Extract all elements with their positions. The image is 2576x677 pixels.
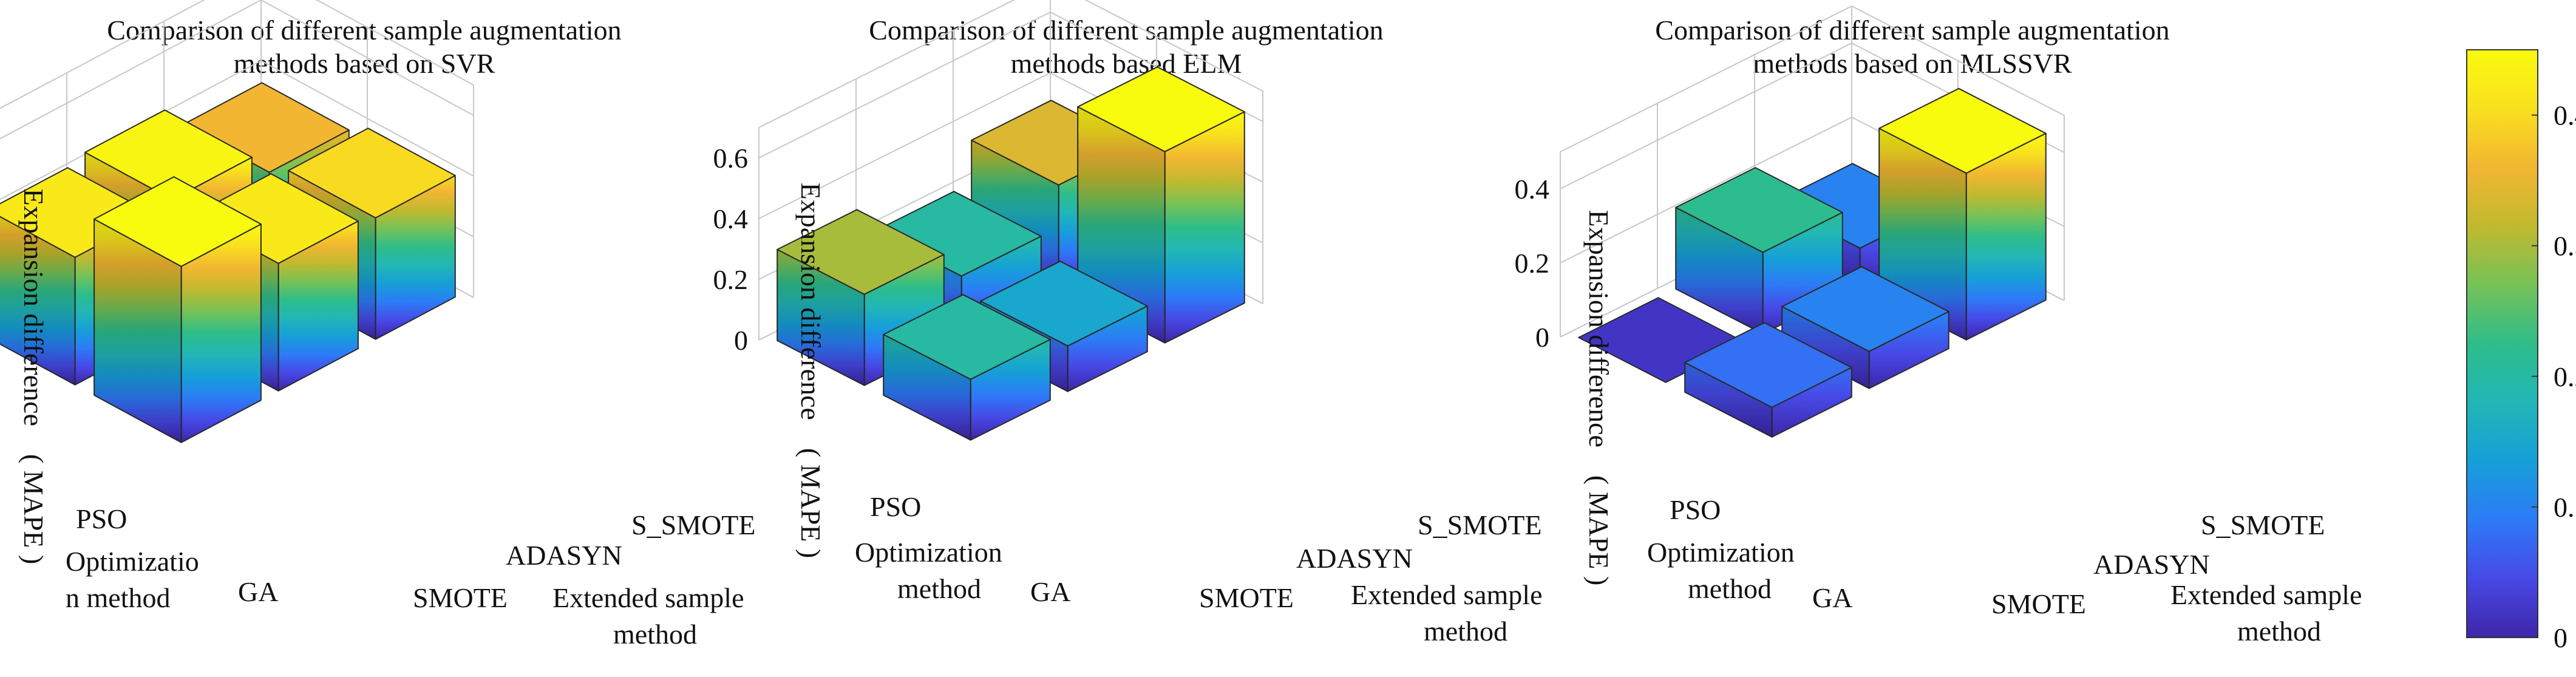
bars	[0, 82, 456, 443]
y-tick-label-pso: PSO	[1670, 494, 1721, 525]
x-axis-label-line-2: method	[2237, 616, 2321, 647]
y-axis-label-line-2: method	[1688, 573, 1772, 604]
colorbar-tick-label: 0	[2554, 622, 2568, 653]
bar-pso-smote	[93, 176, 262, 443]
panel-svr: Comparison of different sample augmentat…	[0, 0, 755, 650]
colorbar-tick-label: 0.2	[2554, 361, 2576, 392]
y-tick-label-pso: PSO	[76, 503, 127, 534]
colorbar-gradient	[2466, 49, 2538, 638]
bar-top	[1684, 322, 1852, 408]
x-tick-label-s-smote: S_SMOTE	[2201, 509, 2325, 540]
x-axis-label-line-1: Extended sample	[1351, 579, 1543, 610]
bar-side-shade	[94, 219, 182, 443]
bar-side-shade	[1676, 207, 1763, 334]
y-tick-label-pso: PSO	[870, 491, 921, 522]
z-tick-label: 0.2	[1515, 248, 1550, 279]
bar-pso-smote	[883, 294, 1051, 441]
bars	[777, 66, 1245, 441]
colorbar-tick-label: 0.4	[2554, 100, 2576, 131]
z-tick-label: 0.2	[713, 264, 749, 295]
x-tick-label-smote: SMOTE	[1199, 582, 1294, 613]
z-tick-labels: 0 0.2 0.4 0.6	[713, 143, 749, 356]
y-axis-label-line-2: n method	[66, 582, 170, 613]
title-line-1: Comparison of different sample augmentat…	[869, 15, 1383, 46]
bar-top	[1781, 266, 1949, 352]
bar-top	[1077, 66, 1245, 152]
x-axis-label-line-1: Extended sample	[2170, 579, 2362, 610]
z-tick-label: 0	[734, 325, 748, 356]
bar-pso-s-smote	[1077, 66, 1245, 344]
colorbar-tick-label: 0.1	[2554, 492, 2576, 523]
y-tick-label-ga: GA	[238, 576, 278, 607]
bar-top	[980, 260, 1148, 347]
bars	[1578, 87, 2047, 438]
x-tick-label-smote: SMOTE	[1991, 588, 2086, 619]
panel-elm: Comparison of different sample augmentat…	[713, 0, 1543, 647]
x-tick-label-s-smote: S_SMOTE	[1418, 509, 1541, 540]
y-tick-label-ga: GA	[1812, 582, 1852, 613]
z-axis-label: Expansion difference ( MAPE )	[795, 183, 826, 559]
bar-top	[777, 209, 945, 295]
bar-side-shade	[0, 216, 75, 385]
bar-front-face	[1164, 111, 1245, 344]
bar-top	[288, 128, 456, 219]
y-tick-label-ga: GA	[1030, 576, 1070, 607]
z-tick-labels: 0 0.2 0.4	[1515, 174, 1550, 353]
x-tick-label-smote: SMOTE	[413, 582, 508, 613]
x-axis-label-line-2: method	[1424, 616, 1507, 647]
y-axis-label-line-2: method	[897, 573, 981, 604]
bar-side-shade	[1685, 362, 1772, 437]
title-line-2: methods based ELM	[1011, 48, 1242, 79]
bar-top	[883, 294, 1051, 380]
z-axis-label: Expansion difference ( MAPE )	[1583, 210, 1614, 586]
title-line-1: Comparison of different sample augmentat…	[107, 15, 621, 46]
y-axis-label-line-1: Optimization	[855, 537, 1002, 568]
bar-side-face	[0, 216, 76, 386]
bar-top	[1878, 87, 2047, 174]
z-axis-label: Expansion difference ( MAPE )	[18, 189, 49, 565]
colorbar: 0 0.1 0.2 0.3 0.4	[2466, 49, 2576, 653]
x-tick-label-adasyn: ADASYN	[2093, 549, 2210, 580]
bar-top	[93, 176, 262, 267]
bar-top	[84, 109, 253, 200]
x-tick-label-adasyn: ADASYN	[506, 540, 622, 571]
x-axis-label-line-2: method	[613, 619, 697, 650]
z-tick-label: 0.4	[1515, 174, 1550, 205]
y-axis-label-line-1: Optimizatio	[66, 546, 199, 577]
colorbar-ticks: 0 0.1 0.2 0.3 0.4	[2532, 100, 2576, 653]
title-line-2: methods based on SVR	[234, 48, 495, 79]
title-line-1: Comparison of different sample augmentat…	[1655, 15, 2169, 46]
bar-side-shade	[883, 334, 971, 440]
x-tick-label-s-smote: S_SMOTE	[631, 509, 755, 540]
bar-ga-adasyn	[1675, 167, 1843, 335]
z-tick-label: 0.6	[713, 143, 749, 174]
bar-pso-smote	[1684, 322, 1852, 438]
panel-mlssvr: Comparison of different sample augmentat…	[1515, 5, 2362, 647]
bar-top	[1675, 167, 1843, 253]
z-tick-label: 0	[1535, 322, 1549, 353]
z-tick-label: 0.4	[713, 203, 749, 234]
x-tick-label-adasyn: ADASYN	[1296, 543, 1413, 574]
x-axis-label-line-1: Extended sample	[552, 582, 744, 613]
y-axis-label-line-1: Optimization	[1647, 537, 1795, 568]
colorbar-tick-label: 0.3	[2554, 231, 2576, 262]
